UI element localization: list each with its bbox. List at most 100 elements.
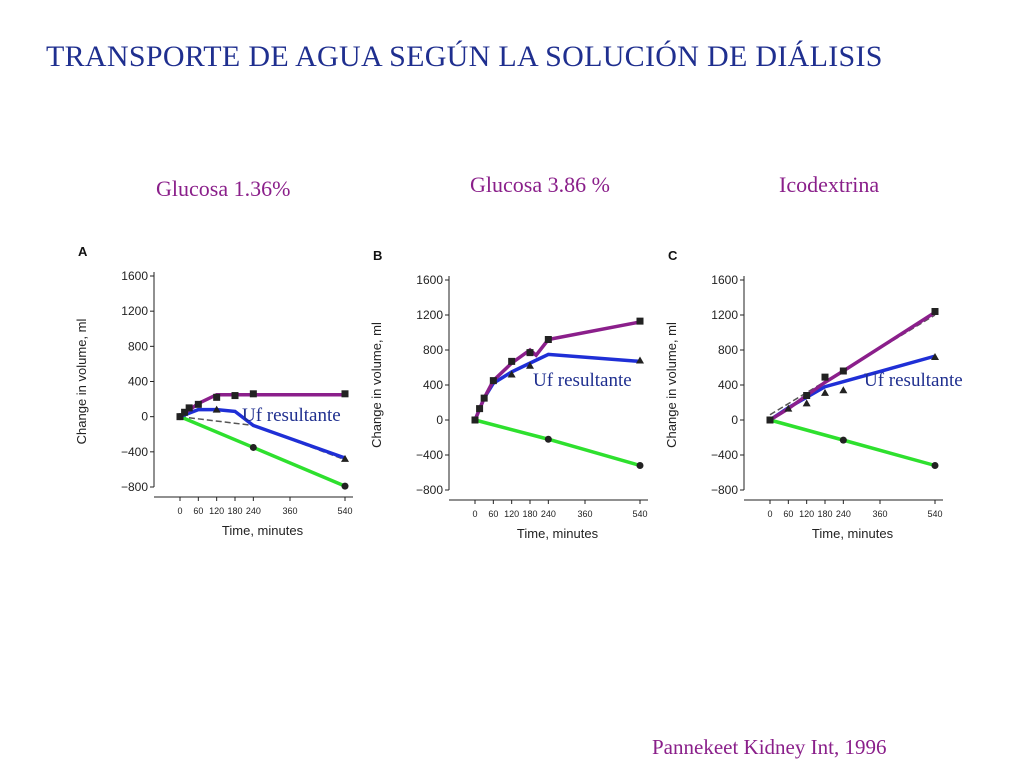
circle-marker: [176, 413, 184, 421]
circle-marker: [341, 482, 349, 490]
x-tick-label: 240: [246, 506, 261, 516]
y-tick-label: 1200: [711, 308, 738, 322]
y-axis-label: Change in volume, ml: [369, 322, 384, 448]
circle-marker: [249, 443, 257, 451]
x-tick-label: 0: [472, 509, 477, 519]
square-marker: [839, 367, 847, 375]
panel-letter: B: [373, 248, 382, 263]
y-tick-label: 800: [128, 339, 148, 353]
x-tick-label: 0: [767, 509, 772, 519]
x-tick-label: 540: [632, 509, 647, 519]
y-tick-label: 800: [718, 343, 738, 357]
y-tick-label: 1600: [711, 273, 738, 287]
square-marker: [181, 408, 189, 416]
x-tick-label: 180: [817, 509, 832, 519]
square-marker: [803, 392, 811, 399]
triangle-marker: [341, 454, 349, 462]
square-marker: [476, 405, 484, 413]
square-marker: [931, 308, 939, 315]
triangle-marker: [526, 361, 534, 369]
x-tick-label: 540: [337, 506, 352, 516]
y-tick-label: 400: [423, 378, 443, 392]
x-tick-label: 180: [522, 509, 537, 519]
panel-letter: A: [78, 244, 88, 259]
y-tick-label: −400: [416, 448, 443, 462]
panel-heading-glucosa-136: Glucosa 1.36%: [156, 176, 291, 201]
x-tick-label: 240: [836, 509, 851, 519]
circle-marker: [471, 416, 479, 424]
y-tick-label: 800: [423, 343, 443, 357]
y-tick-label: 1200: [121, 304, 148, 318]
square-marker: [341, 390, 349, 398]
square-marker: [636, 317, 644, 325]
citation: Pannekeet Kidney Int, 1996: [652, 735, 887, 759]
y-tick-label: 1600: [416, 273, 443, 287]
x-tick-label: 120: [209, 506, 224, 516]
triangle-marker: [507, 370, 516, 378]
x-tick-label: 360: [282, 506, 297, 516]
x-tick-label: 120: [504, 509, 519, 519]
y-tick-label: 1200: [416, 308, 443, 322]
triangle-marker: [784, 404, 793, 412]
x-axis-label: Time, minutes: [812, 526, 894, 541]
chart-panel-b: B 1600 1200 800 400 0 −400 −800 0 60 120 180 240 360 5…: [369, 248, 648, 541]
y-axis-label: Change in volume, ml: [664, 322, 679, 448]
circle-marker: [931, 462, 939, 469]
x-tick-label: 60: [193, 506, 203, 516]
y-tick-label: −400: [121, 445, 148, 459]
square-marker: [194, 400, 202, 408]
square-marker: [213, 393, 221, 401]
square-marker: [508, 357, 516, 365]
circle-marker: [839, 436, 847, 444]
triangle-marker: [802, 399, 811, 407]
triangle-marker: [821, 388, 829, 396]
x-tick-label: 540: [927, 509, 942, 519]
purple-series-line: [769, 310, 936, 422]
y-tick-label: 400: [718, 378, 738, 392]
x-axis-label: Time, minutes: [222, 523, 304, 538]
x-tick-label: 240: [541, 509, 556, 519]
triangle-marker: [212, 405, 221, 413]
y-tick-label: 1600: [121, 269, 148, 283]
x-tick-label: 60: [783, 509, 793, 519]
x-tick-label: 0: [177, 506, 182, 516]
square-marker: [544, 336, 552, 343]
panel-heading-glucosa-386: Glucosa 3.86 %: [470, 172, 610, 197]
circle-marker: [636, 462, 644, 469]
dashed-series-line: [769, 314, 936, 416]
blue-series-line: [179, 407, 346, 460]
green-series-line: [474, 418, 641, 468]
circle-marker: [544, 435, 552, 443]
y-tick-label: 0: [141, 410, 148, 424]
circle-marker: [766, 416, 774, 424]
square-marker: [821, 373, 829, 381]
y-tick-label: 0: [436, 413, 443, 427]
chart-panel-a: A 1600 1200 800 400 0 −400 −800 0 60 120 180 240 360 5…: [74, 244, 353, 538]
x-tick-label: 360: [577, 509, 592, 519]
x-tick-label: 120: [799, 509, 814, 519]
y-tick-label: −800: [711, 483, 738, 497]
y-tick-label: 0: [731, 413, 738, 427]
square-marker: [185, 404, 193, 412]
uf-resultante-annotation: Uf resultante: [864, 370, 963, 391]
square-marker: [249, 390, 257, 398]
x-tick-label: 60: [488, 509, 498, 519]
triangle-marker: [931, 353, 939, 360]
y-axis-label: Change in volume, ml: [74, 319, 89, 445]
square-marker: [480, 394, 488, 402]
panel-heading-icodextrina: Icodextrina: [779, 172, 880, 197]
x-tick-label: 360: [872, 509, 887, 519]
y-tick-label: −800: [121, 480, 148, 494]
square-marker: [489, 377, 497, 385]
square-marker: [526, 349, 534, 357]
y-tick-label: 400: [128, 375, 148, 389]
square-marker: [231, 392, 239, 400]
triangle-marker: [839, 386, 848, 394]
uf-resultante-annotation: Uf resultante: [242, 405, 341, 426]
y-tick-label: −400: [711, 448, 738, 462]
x-tick-label: 180: [227, 506, 242, 516]
slide-title: TRANSPORTE DE AGUA SEGÚN LA SOLUCIÓN DE …: [46, 40, 883, 73]
x-axis-label: Time, minutes: [517, 526, 599, 541]
green-series-line: [769, 418, 936, 468]
chart-panel-c: C 1600 1200 800 400 0 −400 −800 0 60 120 180 240 360 5…: [664, 248, 963, 541]
